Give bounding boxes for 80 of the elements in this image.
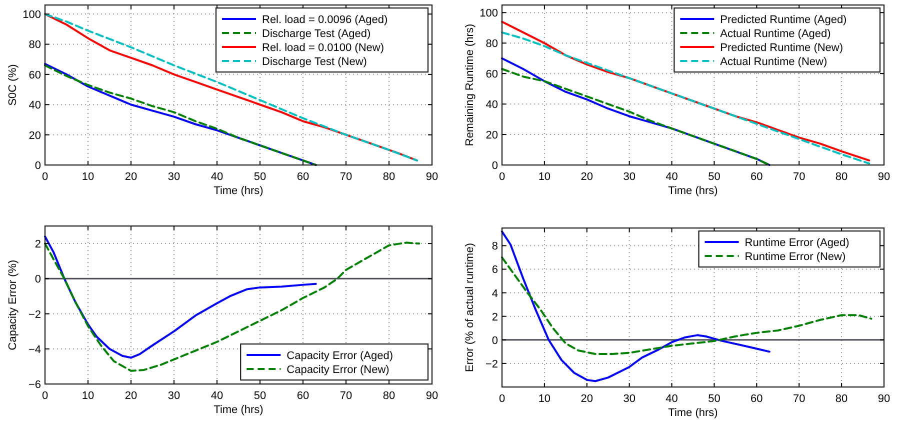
- y-tick-label: −4: [28, 344, 41, 356]
- x-tick-label: 70: [340, 171, 352, 183]
- y-axis-title: Error (% of actual runtime): [464, 243, 476, 372]
- x-tick-label: 40: [666, 393, 678, 405]
- x-tick-label: 10: [538, 393, 551, 405]
- x-tick-label: 90: [878, 393, 890, 405]
- x-tick-label: 70: [792, 393, 806, 405]
- x-axis-title: Time (hrs): [214, 185, 264, 197]
- x-tick-label: 10: [82, 390, 94, 402]
- x-tick-label: 80: [835, 393, 848, 405]
- x-tick-label: 70: [792, 171, 806, 183]
- legend-label: Predicted Runtime (Aged): [720, 14, 847, 26]
- legend-label: Runtime Error (Aged): [744, 237, 850, 249]
- x-tick-label: 20: [580, 171, 594, 183]
- y-tick-label: 40: [28, 100, 41, 112]
- x-tick-label: 90: [426, 171, 438, 183]
- legend-label: Discharge Test (Aged): [262, 28, 371, 40]
- legend-label: Rel. load = 0.0096 (Aged): [262, 14, 388, 26]
- y-tick-label: −6: [28, 379, 41, 391]
- x-axis-title: Time (hrs): [214, 404, 264, 416]
- x-tick-label: 80: [382, 390, 396, 402]
- y-tick-label: 20: [486, 130, 498, 142]
- y-tick-label: 0: [492, 160, 498, 172]
- legend-label: Actual Runtime (New): [720, 56, 828, 68]
- x-tick-label: 30: [168, 171, 180, 183]
- line-series: [44, 13, 418, 162]
- y-tick-label: 40: [486, 99, 498, 112]
- x-tick-label: 20: [124, 390, 138, 402]
- x-tick-label: 80: [382, 171, 396, 183]
- y-tick-label: 0: [492, 334, 498, 347]
- y-tick-label: 6: [492, 264, 498, 276]
- legend-label: Discharge Test (New): [262, 56, 367, 68]
- y-tick-label: 60: [486, 68, 498, 81]
- x-tick-label: 40: [666, 171, 678, 183]
- x-tick-label: 30: [623, 393, 636, 405]
- y-tick-label: 80: [28, 39, 41, 52]
- y-tick-label: −2: [28, 308, 41, 321]
- x-tick-label: 40: [210, 390, 224, 402]
- y-tick-label: 2: [34, 238, 41, 251]
- x-tick-label: 20: [580, 393, 594, 405]
- x-tick-label: 50: [708, 393, 720, 405]
- x-tick-label: 30: [623, 171, 636, 183]
- y-tick-label: 80: [486, 38, 498, 50]
- x-axis-title: Time (hrs): [668, 407, 718, 419]
- legend-label: Actual Runtime (Aged): [720, 28, 831, 40]
- x-tick-label: 60: [750, 393, 763, 405]
- legend-label: Rel. load = 0.0100 (New): [262, 42, 384, 54]
- y-tick-label: 60: [28, 69, 41, 82]
- y-axis-title: Capacity Error (%): [7, 260, 19, 350]
- y-tick-label: 4: [492, 288, 498, 300]
- legend-label: Runtime Error (New): [744, 251, 846, 263]
- x-tick-label: 10: [82, 171, 94, 183]
- y-axis-title: Remaining Runtime (hrs): [464, 24, 476, 146]
- x-tick-label: 60: [296, 390, 310, 402]
- y-tick-label: 2: [492, 311, 498, 324]
- x-tick-label: 50: [254, 390, 266, 402]
- x-tick-label: 40: [210, 171, 224, 183]
- y-tick-label: 100: [22, 9, 41, 22]
- x-tick-label: 70: [340, 390, 352, 402]
- y-axis-title: S0C (%): [7, 64, 19, 106]
- y-tick-label: 20: [28, 130, 41, 142]
- y-tick-label: −2: [485, 358, 498, 370]
- y-tick-label: 0: [34, 274, 41, 286]
- x-tick-label: 60: [296, 171, 310, 183]
- y-tick-label: 0: [34, 160, 41, 172]
- y-tick-label: 100: [480, 8, 498, 20]
- x-tick-label: 80: [835, 171, 848, 183]
- x-tick-label: 90: [426, 390, 438, 402]
- x-tick-label: 50: [254, 171, 266, 183]
- legend-label: Capacity Error (Aged): [286, 350, 394, 362]
- x-tick-label: 10: [538, 171, 551, 183]
- x-tick-label: 50: [708, 171, 720, 183]
- x-tick-label: 90: [878, 171, 890, 183]
- x-tick-label: 20: [124, 171, 138, 183]
- x-axis-title: Time (hrs): [668, 185, 718, 197]
- x-tick-label: 60: [750, 171, 763, 183]
- legend-label: Capacity Error (New): [286, 364, 390, 376]
- legend-label: Predicted Runtime (New): [720, 42, 844, 54]
- x-tick-label: 30: [168, 390, 180, 402]
- y-tick-label: 8: [492, 240, 498, 253]
